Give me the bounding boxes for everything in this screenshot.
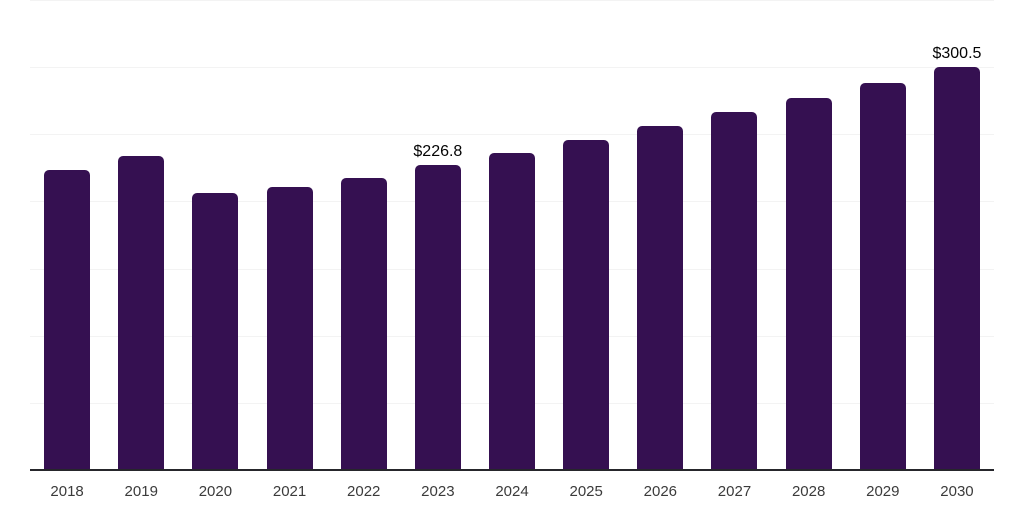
bar-2018: [44, 170, 91, 470]
bar-2026: [637, 126, 684, 470]
bar-2029: [859, 82, 906, 470]
bar-column-2027: [697, 0, 771, 470]
x-tick-label-2028: 2028: [791, 483, 826, 500]
bar-column-2030: $300.5: [920, 0, 994, 470]
x-tick-label-2019: 2019: [124, 483, 158, 500]
x-tick-label-2020: 2020: [198, 483, 233, 500]
bar-column-2021: [252, 0, 326, 470]
bar-value-label-2023: $226.8: [413, 143, 463, 161]
bar-2019: [118, 155, 165, 470]
bar-2030: [933, 66, 980, 470]
bar-column-2025: [549, 0, 623, 470]
bar-2023: [414, 165, 461, 470]
bar-column-2029: [846, 0, 920, 470]
bar-column-2020: [178, 0, 252, 470]
bar-2028: [785, 97, 832, 470]
bar-column-2019: [104, 0, 178, 470]
x-tick-label-2029: 2029: [866, 483, 900, 500]
x-tick-label-2026: 2026: [643, 483, 678, 500]
bar-2020: [192, 192, 239, 470]
bar-column-2024: [475, 0, 549, 470]
bar-value-label-2030: $300.5: [932, 44, 982, 62]
bar-column-2023: $226.8: [401, 0, 475, 470]
x-axis-line: [30, 469, 994, 471]
x-tick-label-2022: 2022: [347, 483, 381, 500]
bar-2027: [711, 112, 758, 470]
x-tick-label-2027: 2027: [717, 483, 752, 500]
gridline-350: [30, 0, 994, 1]
gridline-250: [30, 134, 994, 135]
bar-column-2026: [623, 0, 697, 470]
bar-2022: [340, 177, 387, 470]
x-tick-label-2023: 2023: [421, 483, 455, 500]
gridline-300: [30, 67, 994, 68]
bar-columns: $226.8 $300.5: [30, 0, 994, 470]
bar-2025: [563, 139, 610, 470]
x-tick-label-2018: 2018: [50, 483, 84, 500]
plot-area: $226.8 $300.5: [30, 0, 994, 470]
bar-2024: [489, 153, 536, 470]
x-tick-label-2030: 2030: [940, 483, 974, 500]
x-tick-label-2025: 2025: [569, 483, 603, 500]
x-tick-label-2021: 2021: [272, 483, 307, 500]
bar-column-2028: [772, 0, 846, 470]
bar-2021: [266, 186, 313, 470]
bar-column-2022: [327, 0, 401, 470]
x-tick-label-2024: 2024: [495, 483, 529, 500]
bar-column-2018: [30, 0, 104, 470]
x-axis-labels: 2018 2019 2020 2021 2022 2023 2024 2025 2026 2027…: [30, 483, 994, 500]
